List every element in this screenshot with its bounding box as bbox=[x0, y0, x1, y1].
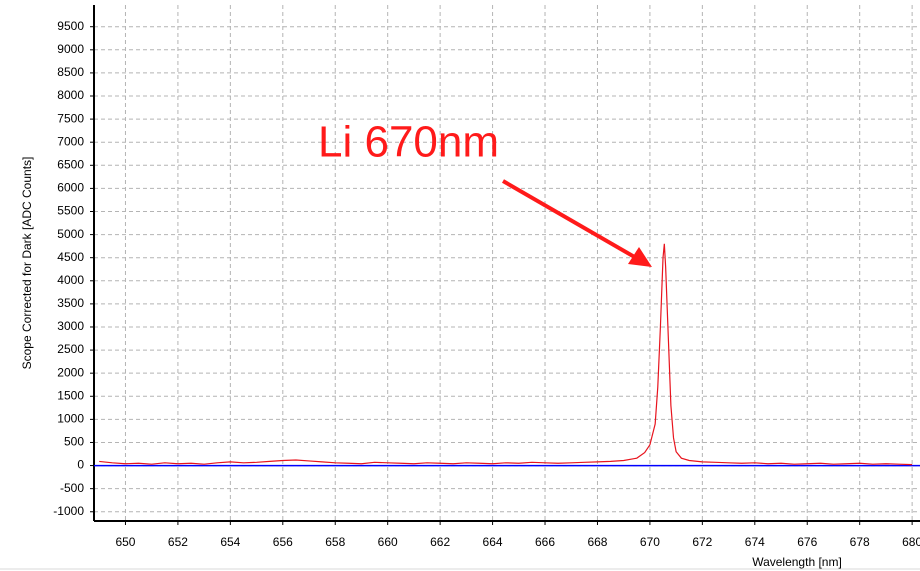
x-tick-label: 654 bbox=[220, 535, 240, 549]
x-tick-label: 662 bbox=[430, 535, 450, 549]
x-tick-label: 678 bbox=[850, 535, 870, 549]
x-axis-label: Wavelength [nm] bbox=[752, 555, 842, 569]
x-tick-label: 672 bbox=[692, 535, 712, 549]
x-tick-label: 674 bbox=[745, 535, 765, 549]
annotation-arrow bbox=[501, 179, 640, 261]
y-tick-label: -500 bbox=[60, 481, 84, 495]
y-tick-label: 9000 bbox=[57, 42, 84, 56]
y-tick-label: 8000 bbox=[57, 88, 84, 102]
y-tick-label: 7500 bbox=[57, 111, 84, 125]
x-tick-label: 666 bbox=[535, 535, 555, 549]
y-tick-label: 6500 bbox=[57, 157, 84, 171]
x-tick-label: 680 bbox=[902, 535, 920, 549]
x-tick-label: 652 bbox=[168, 535, 188, 549]
y-tick-label: 2000 bbox=[57, 365, 84, 379]
y-tick-label: 2500 bbox=[57, 342, 84, 356]
y-tick-label: 1500 bbox=[57, 388, 84, 402]
annotation-arrowhead bbox=[628, 247, 652, 267]
y-tick-label: 1000 bbox=[57, 412, 84, 426]
y-axis-label: Scope Corrected for Dark [ADC Counts] bbox=[20, 157, 34, 370]
x-tick-label: 660 bbox=[378, 535, 398, 549]
y-tick-label: 6000 bbox=[57, 181, 84, 195]
y-tick-label: -1000 bbox=[53, 504, 84, 518]
y-tick-label: 5500 bbox=[57, 204, 84, 218]
y-tick-label: 8500 bbox=[57, 65, 84, 79]
y-tick-label: 7000 bbox=[57, 134, 84, 148]
y-tick-label: 5000 bbox=[57, 227, 84, 241]
spectrum-line bbox=[99, 243, 913, 466]
x-tick-label: 670 bbox=[640, 535, 660, 549]
y-tick-label: 3500 bbox=[57, 296, 84, 310]
x-tick-label: 664 bbox=[483, 535, 503, 549]
y-tick-label: 4000 bbox=[57, 273, 84, 287]
y-tick-label: 4500 bbox=[57, 250, 84, 264]
annotation: Li 670nm bbox=[318, 118, 499, 167]
y-tick-label: 3000 bbox=[57, 319, 84, 333]
y-tick-label: 0 bbox=[77, 458, 84, 472]
x-tick-label: 676 bbox=[797, 535, 817, 549]
x-tick-label: 656 bbox=[273, 535, 293, 549]
y-tick-label: 500 bbox=[64, 435, 84, 449]
x-tick-label: 650 bbox=[115, 535, 135, 549]
y-tick-label: 9500 bbox=[57, 19, 84, 33]
x-tick-label: 658 bbox=[325, 535, 345, 549]
x-tick-label: 668 bbox=[587, 535, 607, 549]
